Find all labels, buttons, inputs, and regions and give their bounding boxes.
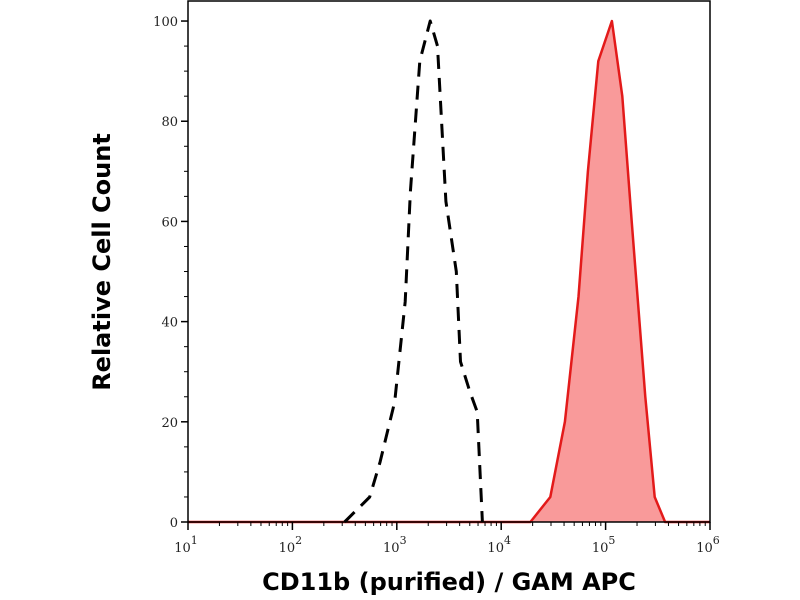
y-tick-label: 60 [161, 215, 178, 230]
y-tick-label: 40 [161, 316, 178, 331]
x-tick-exponent: 6 [713, 534, 720, 547]
x-tick-exponent: 3 [400, 534, 407, 547]
series-line-1 [188, 19, 710, 524]
x-tick-label: 101 [174, 534, 198, 556]
x-tick-exponent: 5 [608, 534, 615, 547]
series-fill-1 [188, 21, 710, 522]
x-tick-exponent: 2 [295, 534, 302, 547]
plot-frame [187, 0, 711, 523]
y-tick-label: 100 [153, 15, 178, 30]
x-tick-label: 103 [383, 534, 407, 556]
x-tick-exponent: 4 [504, 534, 511, 547]
x-tick-label: 105 [592, 534, 616, 556]
x-tick-label: 102 [279, 534, 303, 556]
x-tick-label: 104 [487, 534, 511, 556]
x-tick-label: 106 [696, 534, 720, 556]
y-axis-title: Relative Cell Count [88, 133, 116, 391]
series-line-0 [343, 19, 484, 524]
y-tick-label: 80 [161, 115, 178, 130]
x-tick-exponent: 1 [191, 534, 198, 547]
x-axis-title: CD11b (purified) / GAM APC [262, 568, 636, 596]
y-tick-label: 0 [170, 516, 178, 531]
y-tick-label: 20 [161, 416, 178, 431]
